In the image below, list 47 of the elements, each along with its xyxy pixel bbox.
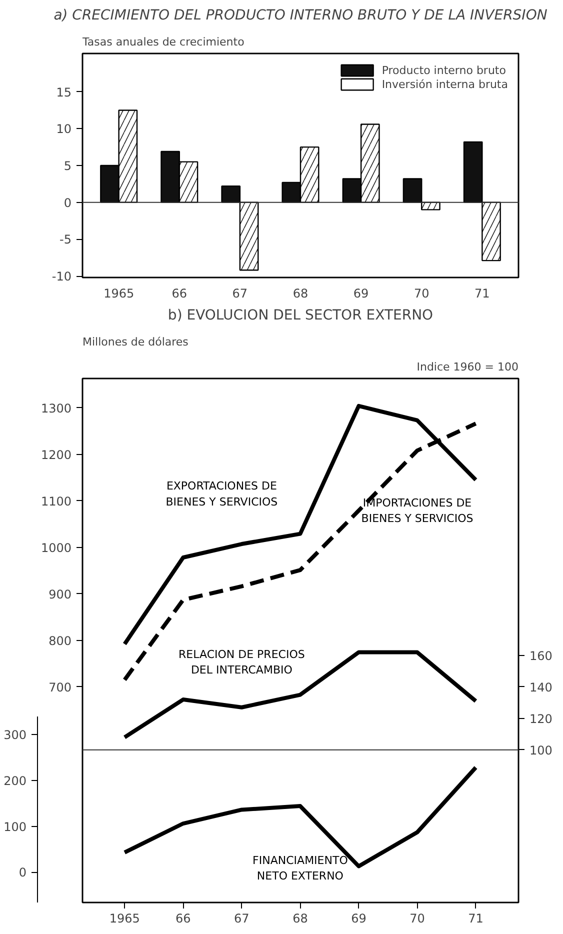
x-tick-label: 1965 bbox=[109, 912, 140, 926]
y-tick-label: -5 bbox=[60, 232, 72, 247]
y2-tick-label: 160 bbox=[530, 648, 552, 663]
x-tick-label: 66 bbox=[172, 286, 188, 300]
x-tick-label: 70 bbox=[414, 286, 430, 300]
y-axis-title: Millones de dólares bbox=[82, 336, 189, 348]
y3-tick-label: 0 bbox=[18, 866, 27, 880]
series-label: RELACION DE PRECIOS DEL INTERCAMBIO bbox=[178, 648, 305, 677]
chart-title: b) EVOLUCION DEL SECTOR EXTERNO bbox=[168, 308, 434, 324]
x-tick-label: 67 bbox=[232, 286, 248, 300]
y2-tick-label: 120 bbox=[530, 712, 552, 726]
line-series bbox=[122, 650, 478, 740]
x-tick-label: 70 bbox=[410, 912, 425, 926]
x-tick-label: 68 bbox=[292, 286, 308, 300]
y2-axis-title: Indice 1960 = 100 bbox=[416, 360, 519, 374]
y-tick-label: 800 bbox=[48, 634, 72, 648]
x-tick-label: 67 bbox=[234, 912, 250, 926]
y-tick-label: -10 bbox=[52, 270, 72, 284]
y-axis-title: Tasas anuales de crecimiento bbox=[82, 36, 245, 48]
x-tick-label: 71 bbox=[474, 286, 490, 300]
x-tick-label: 69 bbox=[353, 286, 369, 300]
x-tick-label: 69 bbox=[351, 912, 366, 926]
y3-tick-label: 100 bbox=[4, 820, 26, 834]
y-tick-label: 1100 bbox=[40, 494, 72, 508]
y-tick-label: 15 bbox=[56, 85, 72, 100]
series-label: FINANCIAMIENTO NETO EXTERNO bbox=[252, 854, 348, 882]
y-tick-label: 5 bbox=[64, 159, 72, 173]
y3-tick-label: 300 bbox=[4, 728, 26, 742]
text: EXPORTACIONES DE BIENES Y SERVICIOS bbox=[166, 480, 278, 508]
y-tick-label: 700 bbox=[48, 680, 72, 694]
chart-title: a) CRECIMIENTO DEL PRODUCTO INTERNO BRUTO Y DE LA INVERSION bbox=[54, 8, 548, 24]
line-series bbox=[122, 765, 478, 868]
legend-label: Producto interno bruto bbox=[382, 64, 506, 76]
y2-tick-label: 140 bbox=[530, 680, 552, 694]
y2-tick-label: 100 bbox=[530, 743, 552, 758]
x-tick-label: 66 bbox=[176, 912, 191, 926]
y-tick-label: 10 bbox=[56, 122, 72, 136]
y3-tick-label: 200 bbox=[4, 774, 26, 788]
legend-label: Inversión interna bruta bbox=[382, 78, 508, 90]
y-tick-label: 900 bbox=[48, 587, 72, 602]
y-tick-label: 1200 bbox=[40, 448, 72, 462]
x-tick-label: 1965 bbox=[104, 286, 134, 300]
x-tick-label: 68 bbox=[292, 912, 308, 926]
y-tick-label: 1300 bbox=[40, 401, 72, 416]
x-tick-label: 71 bbox=[468, 912, 484, 926]
y-tick-label: 0 bbox=[64, 196, 72, 210]
y-tick-label: 1000 bbox=[40, 540, 72, 555]
